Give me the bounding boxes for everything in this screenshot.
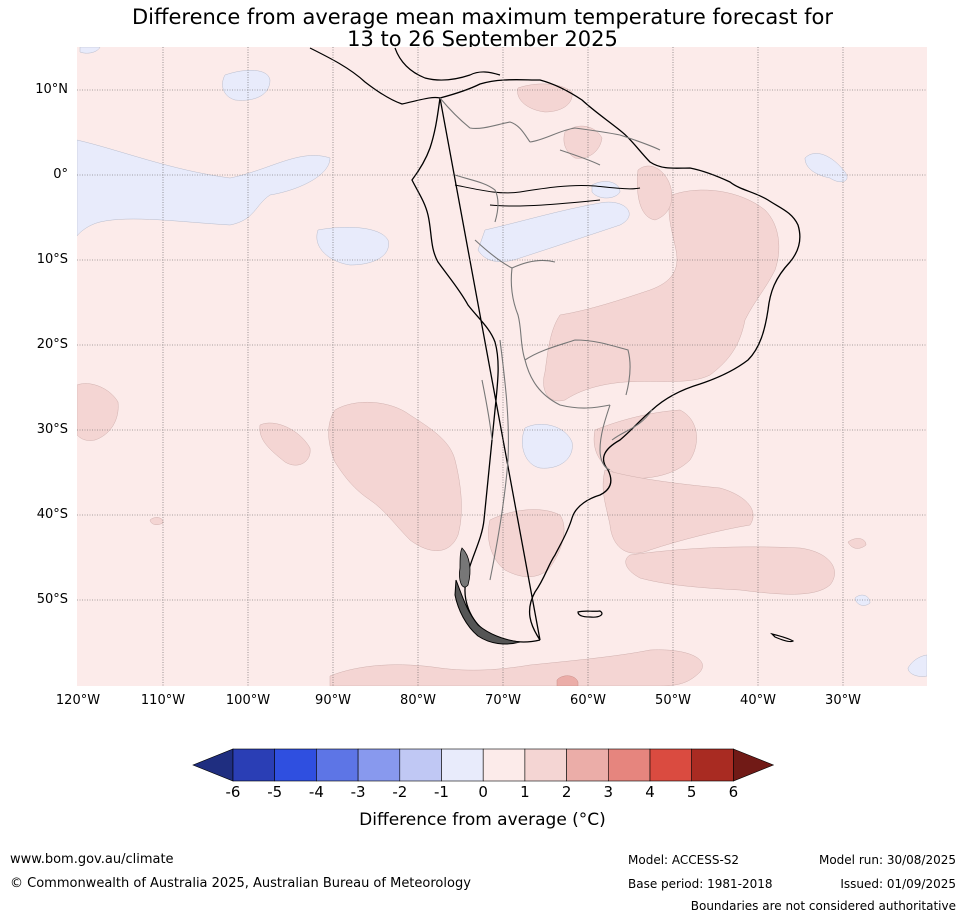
lat-label-30s: 30°S [36,422,68,437]
chile-islands [459,547,471,588]
colorbar-segment [566,748,609,782]
colorbar-segment [274,748,317,782]
map-title-line-2: 13 to 26 September 2025 [347,27,618,51]
cool-anomaly-region [804,153,848,183]
cool-anomaly-region [477,201,630,262]
country-borders [439,97,661,581]
colorbar-tick-label: 2 [561,783,572,801]
colorbar-tick-label: 6 [728,783,739,801]
footer-model: Model: ACCESS-S2 [628,853,740,867]
strong-warm-anomaly-region [556,675,579,686]
warm-anomaly-region [847,538,867,549]
lat-label-50s: 50°S [36,592,68,607]
cool-anomaly-region [907,654,927,677]
footer-copyright: © Commonwealth of Australia 2025, Austra… [10,876,471,891]
colorbar-tick-label: -6 [225,783,241,801]
lat-label-0: 0° [53,167,68,182]
colorbar-tick-label: -1 [434,783,449,801]
colorbar-tick-label: -3 [350,783,366,801]
colorbar-segment [399,748,442,782]
warm-anomaly-region [625,546,835,595]
warm-anomaly-region [488,509,565,577]
lon-label-70w: 70°W [485,693,521,708]
lon-label-120w: 120°W [55,693,101,708]
warm-anomaly-region [637,165,673,221]
colorbar-tick-label: 3 [603,783,614,801]
lon-label-30w: 30°W [825,693,861,708]
footer-disclaimer: Boundaries are not considered authoritat… [690,899,956,913]
cool-anomaly-region [522,424,573,469]
forecast-map [77,47,927,686]
coastline-central-america [309,47,441,105]
colorbar-tick-label: 5 [686,783,697,801]
warm-anomaly-region [149,517,164,525]
warm-anomaly-region [259,422,311,466]
colorbar-tick-label: -2 [392,783,408,801]
colorbar-segment [441,748,484,782]
warm-anomaly-region [329,649,703,686]
lon-label-90w: 90°W [315,693,351,708]
lat-label-40s: 40°S [36,507,68,522]
footer-issued: Issued: 01/09/2025 [840,877,956,891]
footer-model-run: Model run: 30/08/2025 [818,853,956,867]
lon-label-100w: 100°W [225,693,271,708]
cool-anomaly-region [591,181,621,199]
river [489,199,601,207]
colorbar-tick-label: -4 [308,783,324,801]
footer-url[interactable]: www.bom.gov.au/climate [10,852,174,867]
colorbar-segment [316,748,359,782]
colorbar-tick-label: 4 [645,783,655,801]
warm-anomaly-region [563,125,603,159]
colorbar-segment [649,748,693,782]
warm-anomaly-region [517,83,573,113]
coastline-central-america [394,47,501,81]
warm-anomaly-region [77,383,119,441]
warm-anomaly-region [543,189,780,402]
colorbar-title: Difference from average (°C) [359,810,606,830]
cool-anomaly-region [222,70,271,101]
south-georgia-island [770,632,795,643]
cool-anomaly-region [316,227,389,266]
lat-label-10s: 10°S [36,252,68,267]
lon-label-50w: 50°W [655,693,691,708]
colorbar-segment [524,748,567,782]
colorbar-segment [482,748,526,782]
colorbar-extend-high [733,748,775,782]
falkland-islands [577,610,603,618]
map-title-line-1: Difference from average mean maximum tem… [132,5,833,29]
warm-anomaly-region [328,402,462,551]
lon-label-40w: 40°W [740,693,776,708]
footer-base-period: Base period: 1981-2018 [628,877,773,891]
lon-label-80w: 80°W [400,693,436,708]
colorbar-segment [691,748,734,782]
warm-anomaly-region [602,469,754,554]
colorbar-segment [232,748,276,782]
cool-anomaly-region [77,139,331,237]
cool-anomaly-region [79,47,101,54]
lon-label-110w: 110°W [140,693,186,708]
lat-label-10n: 10°N [35,82,68,97]
colorbar-segment [607,748,651,782]
colorbar-extend-low [192,748,234,782]
graticule [77,47,927,686]
colorbar-tick-label: -5 [267,783,283,801]
colorbar-segment [357,748,401,782]
lat-label-20s: 20°S [36,337,68,352]
tierra-del-fuego [454,579,521,645]
amazon-river [454,184,641,194]
lon-label-60w: 60°W [570,693,606,708]
colorbar-tick-label: 1 [520,783,530,801]
colorbar-tick-label: 0 [478,783,488,801]
